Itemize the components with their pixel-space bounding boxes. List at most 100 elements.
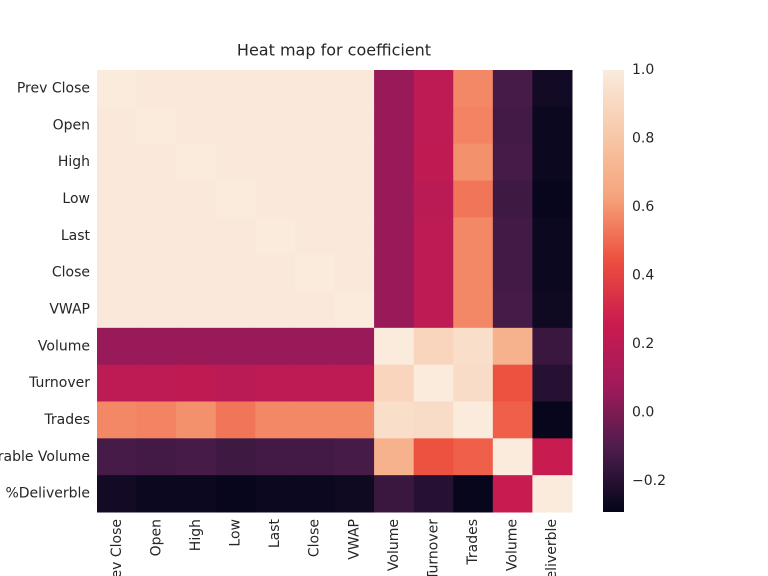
heat-cell xyxy=(413,254,454,292)
heat-cell xyxy=(413,217,454,255)
heat-cell xyxy=(334,106,375,145)
heat-cell xyxy=(492,180,533,218)
heat-cell xyxy=(334,438,375,476)
heat-cell xyxy=(374,180,415,218)
heat-cell xyxy=(215,364,256,402)
heat-cell xyxy=(136,401,177,439)
heat-cell xyxy=(453,401,494,439)
colorbar-tick-label: 0.4 xyxy=(632,268,654,284)
heat-cell xyxy=(532,70,573,108)
heat-cell xyxy=(97,254,138,292)
heat-cell xyxy=(97,475,138,513)
x-tick-label: Open xyxy=(148,519,164,556)
heat-cell xyxy=(215,70,256,108)
heat-cell xyxy=(97,217,138,255)
y-tick-label: Prev Close xyxy=(17,80,90,96)
heat-cell xyxy=(374,475,415,513)
heat-cell xyxy=(176,143,217,181)
heat-cell xyxy=(136,438,177,476)
heat-cell xyxy=(176,401,217,439)
heat-cell xyxy=(97,438,138,476)
y-tick-label: Deliverable Volume xyxy=(0,449,90,465)
y-tick-label: Open xyxy=(53,117,90,133)
heat-cell xyxy=(413,401,454,439)
colorbar-tick-label: 1.0 xyxy=(632,62,654,78)
heat-cell xyxy=(492,401,533,439)
heat-cell xyxy=(294,180,335,218)
heat-cell xyxy=(532,143,573,181)
x-tick-label: Prev Close xyxy=(109,519,125,576)
heat-cell xyxy=(97,180,138,218)
heat-cell xyxy=(492,291,533,329)
heat-cell xyxy=(532,106,573,145)
heat-cell xyxy=(334,70,375,108)
heat-cell xyxy=(215,217,256,255)
heat-cell xyxy=(453,180,494,218)
heat-cell xyxy=(176,254,217,292)
heat-cell xyxy=(374,327,415,366)
heat-cell xyxy=(453,327,494,366)
heat-cell xyxy=(294,438,335,476)
heat-cell xyxy=(294,217,335,255)
heat-cell xyxy=(334,180,375,218)
heat-cell xyxy=(215,180,256,218)
heat-cell xyxy=(334,143,375,181)
heat-cell xyxy=(413,438,454,476)
heat-cell xyxy=(453,217,494,255)
heat-cell xyxy=(334,364,375,402)
chart-title: Heat map for coefficient xyxy=(237,41,431,60)
x-tick-label: %Deliverble xyxy=(544,519,560,576)
y-tick-label: %Deliverble xyxy=(5,486,90,502)
y-tick-label: Turnover xyxy=(28,375,90,391)
heat-cell xyxy=(453,70,494,108)
heat-cell xyxy=(255,291,296,329)
heat-cell xyxy=(136,143,177,181)
heat-cell xyxy=(176,438,217,476)
heat-cell xyxy=(294,254,335,292)
heat-cell xyxy=(453,106,494,145)
x-tick-label: Close xyxy=(307,519,323,557)
heat-cell xyxy=(453,475,494,513)
heat-cell xyxy=(334,217,375,255)
heat-cell xyxy=(97,401,138,439)
heat-cell xyxy=(334,475,375,513)
heat-cell xyxy=(453,364,494,402)
heat-cell xyxy=(413,106,454,145)
heat-cell xyxy=(413,364,454,402)
heat-cell xyxy=(97,291,138,329)
heat-cell xyxy=(294,291,335,329)
heat-cell xyxy=(374,401,415,439)
heat-cell xyxy=(532,475,573,513)
heat-cell xyxy=(334,327,375,366)
heat-cell xyxy=(255,327,296,366)
heat-cell xyxy=(492,143,533,181)
heat-cell xyxy=(334,291,375,329)
colorbar-tick-label: −0.2 xyxy=(632,473,666,489)
heat-cell xyxy=(255,475,296,513)
heat-cell xyxy=(492,106,533,145)
heat-cell xyxy=(215,327,256,366)
heat-cell xyxy=(334,401,375,439)
heat-cell xyxy=(374,438,415,476)
heat-cell xyxy=(255,143,296,181)
heat-cell xyxy=(255,70,296,108)
heat-cell xyxy=(176,291,217,329)
heat-cell xyxy=(215,475,256,513)
heat-cell xyxy=(136,70,177,108)
heat-cell xyxy=(374,254,415,292)
heat-cell xyxy=(255,364,296,402)
heat-cell xyxy=(413,180,454,218)
heat-cell xyxy=(413,291,454,329)
heat-cell xyxy=(136,180,177,218)
heat-cell xyxy=(374,106,415,145)
heat-cell xyxy=(492,475,533,513)
x-tick-label: Turnover xyxy=(425,519,441,576)
heat-cell xyxy=(294,70,335,108)
heat-cell xyxy=(492,217,533,255)
x-tick-label: Deliverable Volume xyxy=(505,519,521,576)
heat-cell xyxy=(532,291,573,329)
heat-cell xyxy=(215,143,256,181)
y-tick-label: High xyxy=(58,154,90,170)
heat-cell xyxy=(97,327,138,366)
heat-cell xyxy=(532,327,573,366)
